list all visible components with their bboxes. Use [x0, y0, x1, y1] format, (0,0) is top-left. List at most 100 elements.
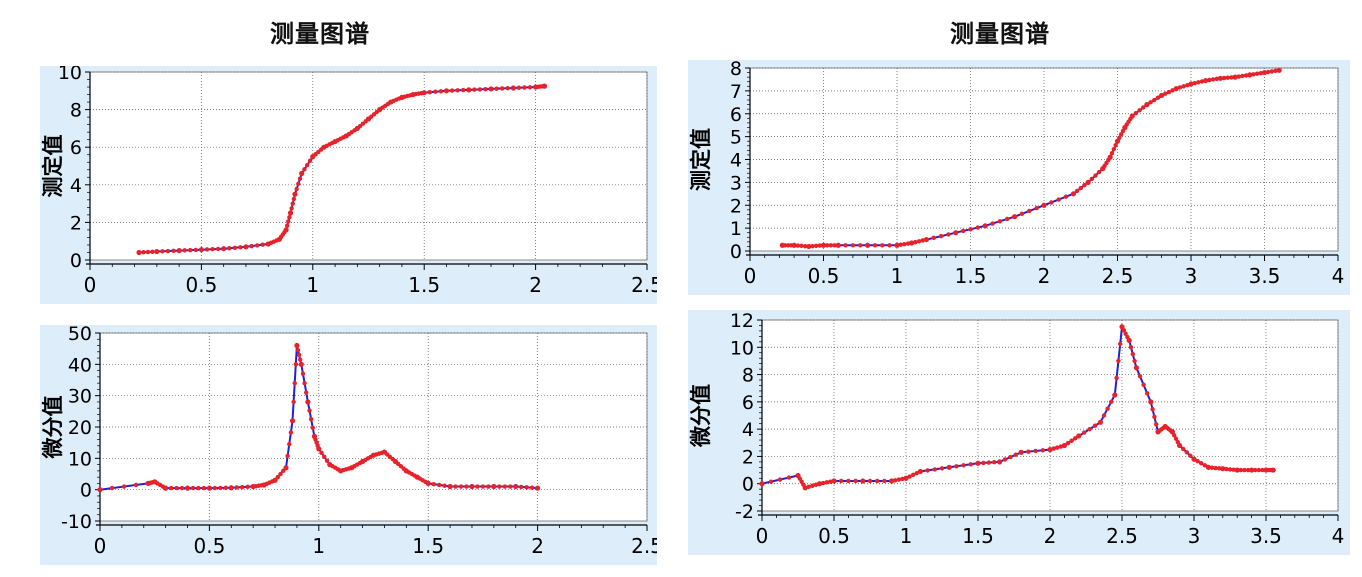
data-point — [215, 246, 221, 252]
y-tick-label: 4 — [742, 419, 754, 441]
data-point — [259, 483, 264, 488]
data-point — [160, 484, 166, 489]
data-point — [1061, 442, 1067, 449]
y-tick-label: 40 — [68, 354, 92, 376]
y-tick-label: 3 — [730, 172, 742, 194]
y-tick-label: 7 — [730, 81, 742, 103]
data-point — [1111, 147, 1117, 152]
y-axis-label: 测定值 — [41, 135, 65, 198]
x-tick-label: 2 — [1044, 524, 1057, 548]
data-point — [1125, 334, 1130, 340]
data-point — [436, 482, 442, 488]
data-point — [1070, 191, 1076, 197]
y-tick-label: 1 — [730, 218, 742, 240]
right-measured-chart-panel: 0 0.5 1 1.5 2 2.5 3 3.5 4 0 1 2 3 4 5 6 7 8 测定值 — [688, 58, 1350, 295]
data-point — [1082, 183, 1087, 188]
data-point — [925, 468, 930, 473]
data-point — [1109, 399, 1114, 405]
x-tick-label: 3.5 — [1249, 264, 1281, 288]
y-axis-label: 微分值 — [689, 384, 713, 448]
data-point — [916, 239, 922, 244]
data-point — [1203, 77, 1209, 84]
data-point — [1073, 436, 1078, 441]
data-point — [1256, 467, 1261, 473]
left-page-title: 测量图谱 — [270, 20, 370, 48]
data-point — [292, 380, 297, 386]
data-point — [447, 483, 453, 490]
data-point — [150, 249, 155, 254]
x-tick-label: 2.5 — [631, 534, 657, 558]
data-point — [801, 482, 806, 487]
data-point — [307, 158, 313, 164]
data-point — [1242, 467, 1247, 473]
data-point — [433, 89, 438, 94]
data-point — [828, 479, 833, 484]
data-point — [513, 483, 519, 490]
y-tick-label: 10 — [730, 337, 754, 359]
data-point — [1109, 151, 1115, 156]
data-point — [282, 230, 287, 235]
data-point — [938, 233, 944, 239]
data-point — [438, 89, 444, 94]
data-point — [1128, 116, 1133, 122]
data-point — [1155, 95, 1161, 100]
data-point — [270, 479, 275, 484]
x-tick-label: 1 — [312, 534, 325, 558]
data-point — [171, 248, 176, 254]
data-point — [469, 483, 475, 490]
data-point — [813, 243, 819, 249]
plot-area — [89, 71, 648, 261]
data-point — [505, 86, 510, 91]
data-point — [1041, 202, 1047, 208]
data-point — [1101, 413, 1107, 418]
data-point — [1181, 446, 1186, 452]
data-point — [1065, 440, 1071, 446]
data-point — [806, 484, 811, 489]
data-point — [1137, 374, 1143, 379]
data-point — [527, 85, 533, 90]
data-point — [1117, 135, 1122, 140]
data-point — [975, 460, 981, 466]
data-point — [913, 239, 918, 245]
data-point — [1012, 214, 1018, 220]
data-point — [1033, 448, 1038, 454]
data-point — [1154, 422, 1159, 427]
x-tick-label: 0 — [744, 264, 757, 288]
y-tick-label: 5 — [730, 127, 742, 149]
data-point — [368, 454, 373, 459]
data-point — [1231, 467, 1236, 472]
data-point — [896, 477, 901, 482]
data-point — [287, 215, 292, 220]
data-point — [1188, 453, 1193, 458]
data-point — [1074, 188, 1080, 194]
data-point — [302, 380, 307, 386]
data-point — [453, 484, 458, 489]
data-point — [296, 352, 302, 358]
data-point — [1114, 375, 1119, 381]
data-point — [1132, 358, 1137, 364]
data-point — [1254, 71, 1260, 76]
data-point — [305, 399, 311, 405]
data-point — [1087, 426, 1092, 432]
data-point — [1105, 406, 1110, 411]
data-point — [909, 240, 915, 246]
data-point — [133, 482, 139, 488]
data-point — [210, 246, 215, 252]
data-point — [260, 242, 265, 247]
data-point — [281, 468, 286, 474]
data-point — [184, 485, 191, 491]
data-point — [278, 471, 283, 477]
data-point — [799, 243, 804, 249]
data-point — [824, 480, 829, 485]
x-tick-label: 3 — [1185, 264, 1198, 288]
data-point — [289, 418, 296, 424]
data-point — [245, 484, 250, 490]
data-point — [408, 93, 413, 98]
data-point — [1247, 72, 1253, 78]
data-point — [1185, 82, 1190, 88]
y-tick-label: 0 — [70, 250, 82, 272]
y-axis-label: 测定值 — [689, 128, 713, 191]
x-tick-label: 2.5 — [631, 273, 657, 297]
data-point — [293, 362, 299, 367]
